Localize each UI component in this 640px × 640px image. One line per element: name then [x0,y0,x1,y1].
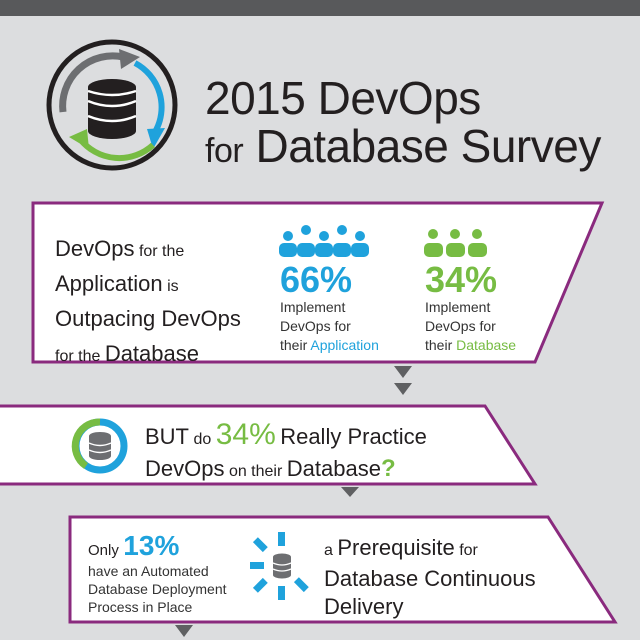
text: 13% [123,530,180,561]
text: Process in Place [88,599,193,615]
stat-app-value: 66% [280,259,353,300]
panel1-headline: DevOps for the Application is Outpacing … [55,233,241,373]
text: ? [380,455,396,482]
text: DevOps for [280,318,351,334]
text: a [324,542,333,559]
people-group-icon [424,229,487,257]
text: Outpacing DevOps [55,306,241,331]
database-cycle-icon [46,39,178,171]
text: Prerequisite [337,535,455,560]
text: BUT [145,424,189,449]
page-title: 2015 DevOps for Database Survey [205,75,601,169]
text: their [425,337,453,353]
panel2-question: BUT do 34% Really Practice DevOps on the… [145,420,427,486]
title-line1: 2015 DevOps [205,72,481,124]
title-line2: Database Survey [255,120,601,172]
text: DevOps for [425,318,496,334]
text: DevOps [145,456,225,481]
panel3-stat: Only 13% have an Automated Database Depl… [88,530,227,616]
title-for: for [205,132,244,170]
text: for [459,542,478,559]
database-donut-icon [71,418,128,474]
text: Database [104,341,199,366]
text: Database Deployment [88,581,227,597]
stat-application: 66% Implement DevOps for their Applicati… [280,262,379,355]
text: Database [456,337,517,353]
text: Really Practice [280,424,427,449]
text: their [280,337,308,353]
text: Only [88,542,119,559]
text: for the [138,243,185,260]
text: do [193,431,212,448]
text: Database [286,456,381,481]
text: have an Automated [88,563,209,579]
text: Implement [280,299,346,315]
text: Database Continuous [324,566,536,591]
text: Application [55,271,163,296]
top-bar [0,0,640,16]
text: on their [228,463,283,480]
text: for the [55,348,101,365]
text: 34% [215,418,276,451]
people-group-icon [279,225,369,257]
stat-database: 34% Implement DevOps for their Database [425,262,516,355]
stat-db-value: 34% [425,259,498,300]
text: Application [310,337,379,353]
panel3-conclusion: a Prerequisite for Database Continuous D… [324,534,536,621]
text: Delivery [324,594,404,619]
text: DevOps [55,236,135,261]
database-burst-icon [250,532,309,600]
text: Implement [425,299,491,315]
text: is [167,278,179,295]
